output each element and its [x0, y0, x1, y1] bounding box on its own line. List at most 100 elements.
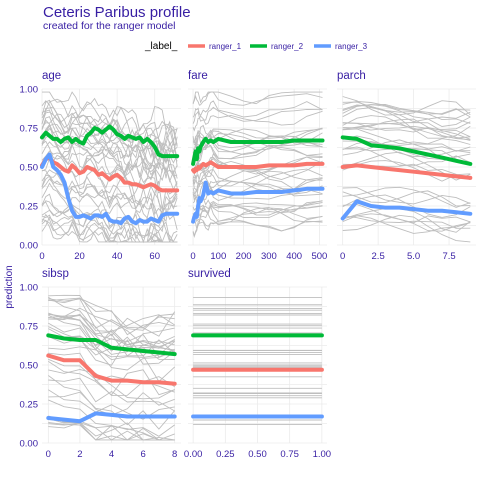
- background-profile: [41, 141, 178, 189]
- chart-title: Ceteris Paribus profile: [43, 4, 191, 21]
- panel-parch: parch 0 2.5 5.0 7.5: [337, 70, 476, 262]
- x-tick-label: 2.5: [372, 251, 385, 262]
- background-profile: [48, 313, 175, 357]
- background-profiles: [41, 91, 178, 244]
- background-profile: [41, 200, 178, 243]
- background-profile: [342, 190, 471, 207]
- x-tick-label: 0: [46, 449, 51, 460]
- x-tick-label: 300: [261, 251, 277, 262]
- background-profile: [41, 113, 178, 165]
- background-profile: [48, 296, 175, 332]
- x-tick-label: 0.50: [248, 449, 267, 460]
- y-tick-label: 0.50: [20, 361, 39, 372]
- panel-age: age 0.00 0.25 0.50 0.75 1.00 0 20 40 60: [20, 70, 181, 262]
- x-tick-label: 0.75: [280, 449, 299, 460]
- x-tick-label: 0: [340, 251, 345, 262]
- background-profile: [48, 315, 175, 361]
- background-profile: [192, 215, 323, 238]
- series-ranger_2-age: [40, 124, 180, 159]
- background-profile: [192, 220, 323, 239]
- legend-label: ranger_2: [271, 42, 304, 51]
- background-profile: [342, 106, 471, 131]
- panel-title: age: [42, 70, 61, 82]
- background-profile: [41, 219, 178, 243]
- legend-item-ranger_2: ranger_2: [250, 42, 304, 51]
- background-profile: [192, 106, 323, 124]
- background-profile: [342, 186, 471, 208]
- panel-title: fare: [188, 70, 208, 82]
- background-profile: [41, 218, 178, 243]
- background-profile: [342, 135, 471, 158]
- panel-title: sibsp: [42, 268, 69, 280]
- background-profile: [41, 213, 178, 243]
- background-profile: [41, 201, 178, 244]
- panel-title: parch: [337, 70, 366, 82]
- background-profile: [342, 122, 471, 140]
- y-axis-label: prediction: [4, 265, 15, 308]
- y-tick-label: 0.00: [20, 439, 39, 450]
- series-ranger_3-parch: [340, 199, 473, 221]
- background-profile: [48, 369, 175, 400]
- background-profile: [48, 422, 175, 441]
- background-profile: [48, 391, 176, 430]
- y-tick-label: 1.00: [20, 283, 39, 294]
- x-tick-label: 7.5: [442, 251, 455, 262]
- background-profile: [48, 358, 175, 396]
- x-tick-label: 0.25: [216, 449, 235, 460]
- background-profile: [48, 298, 175, 331]
- series-ranger_1-sibsp: [46, 353, 177, 386]
- legend-label: ranger_3: [335, 42, 368, 51]
- background-profile: [192, 185, 323, 204]
- y-tick-label: 0.00: [20, 241, 39, 252]
- background-profile: [342, 122, 471, 138]
- x-tick-label: 100: [210, 251, 226, 262]
- legend-item-ranger_1: ranger_1: [188, 42, 242, 51]
- x-tick-label: 0: [39, 251, 44, 262]
- legend: _label_ ranger_1 ranger_2 ranger_3: [144, 41, 368, 52]
- background-profile: [42, 91, 178, 141]
- y-tick-label: 0.25: [20, 400, 39, 411]
- x-tick-label: 1.00: [313, 449, 332, 460]
- series-ranger_1-parch: [340, 163, 473, 180]
- x-tick-label: 400: [286, 251, 302, 262]
- background-profile: [342, 96, 471, 116]
- series-ranger_3-fare: [191, 180, 325, 224]
- background-profile: [41, 193, 178, 243]
- series-ranger_1-fare: [191, 160, 325, 174]
- x-tick-label: 2: [77, 449, 82, 460]
- background-profile: [41, 128, 178, 179]
- x-tick-label: 8: [172, 449, 177, 460]
- background-profile: [48, 418, 175, 441]
- chart-subtitle: created for the ranger model: [43, 20, 176, 32]
- background-profile: [342, 215, 471, 234]
- background-profile: [342, 194, 471, 218]
- background-profile: [48, 336, 175, 366]
- y-tick-label: 0.75: [20, 322, 39, 333]
- background-profile: [342, 160, 471, 182]
- background-profiles: [48, 294, 176, 441]
- background-profile: [48, 294, 176, 337]
- background-profile: [48, 416, 175, 441]
- background-profile: [41, 123, 178, 174]
- x-tick-label: 6: [140, 449, 145, 460]
- background-profile: [48, 352, 175, 393]
- x-tick-label: 60: [149, 251, 160, 262]
- background-profile: [41, 119, 178, 177]
- legend-item-ranger_3: ranger_3: [314, 42, 368, 51]
- x-tick-label: 40: [112, 251, 123, 262]
- x-tick-label: 5.0: [407, 251, 420, 262]
- background-profile: [342, 214, 471, 243]
- background-profile: [48, 314, 175, 347]
- series-ranger_2-parch: [340, 135, 473, 166]
- y-tick-label: 0.75: [20, 124, 39, 135]
- background-profile: [48, 312, 175, 355]
- background-profile: [41, 99, 178, 149]
- background-profile: [41, 100, 178, 152]
- series-ranger_3-age: [40, 152, 180, 226]
- y-tick-label: 0.25: [20, 202, 39, 213]
- series-ranger_1-age: [40, 155, 180, 193]
- legend-label: ranger_1: [209, 42, 242, 51]
